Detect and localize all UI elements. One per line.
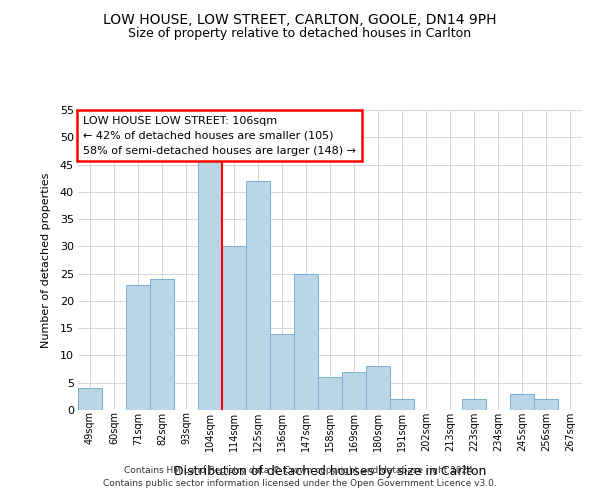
Bar [246,181,270,410]
Bar [462,399,486,410]
Bar [318,378,342,410]
Bar [390,399,414,410]
Bar [366,366,390,410]
Bar [294,274,318,410]
Bar [270,334,294,410]
X-axis label: Distribution of detached houses by size in Carlton: Distribution of detached houses by size … [174,464,486,477]
Bar [198,159,222,410]
Text: Size of property relative to detached houses in Carlton: Size of property relative to detached ho… [128,28,472,40]
Y-axis label: Number of detached properties: Number of detached properties [41,172,52,348]
Bar [534,399,558,410]
Bar [342,372,366,410]
Bar [510,394,534,410]
Bar [222,246,246,410]
Bar [126,284,150,410]
Bar [150,279,174,410]
Text: LOW HOUSE LOW STREET: 106sqm
← 42% of detached houses are smaller (105)
58% of s: LOW HOUSE LOW STREET: 106sqm ← 42% of de… [83,116,356,156]
Text: Contains HM Land Registry data © Crown copyright and database right 2024.
Contai: Contains HM Land Registry data © Crown c… [103,466,497,487]
Bar [78,388,102,410]
Text: LOW HOUSE, LOW STREET, CARLTON, GOOLE, DN14 9PH: LOW HOUSE, LOW STREET, CARLTON, GOOLE, D… [103,12,497,26]
